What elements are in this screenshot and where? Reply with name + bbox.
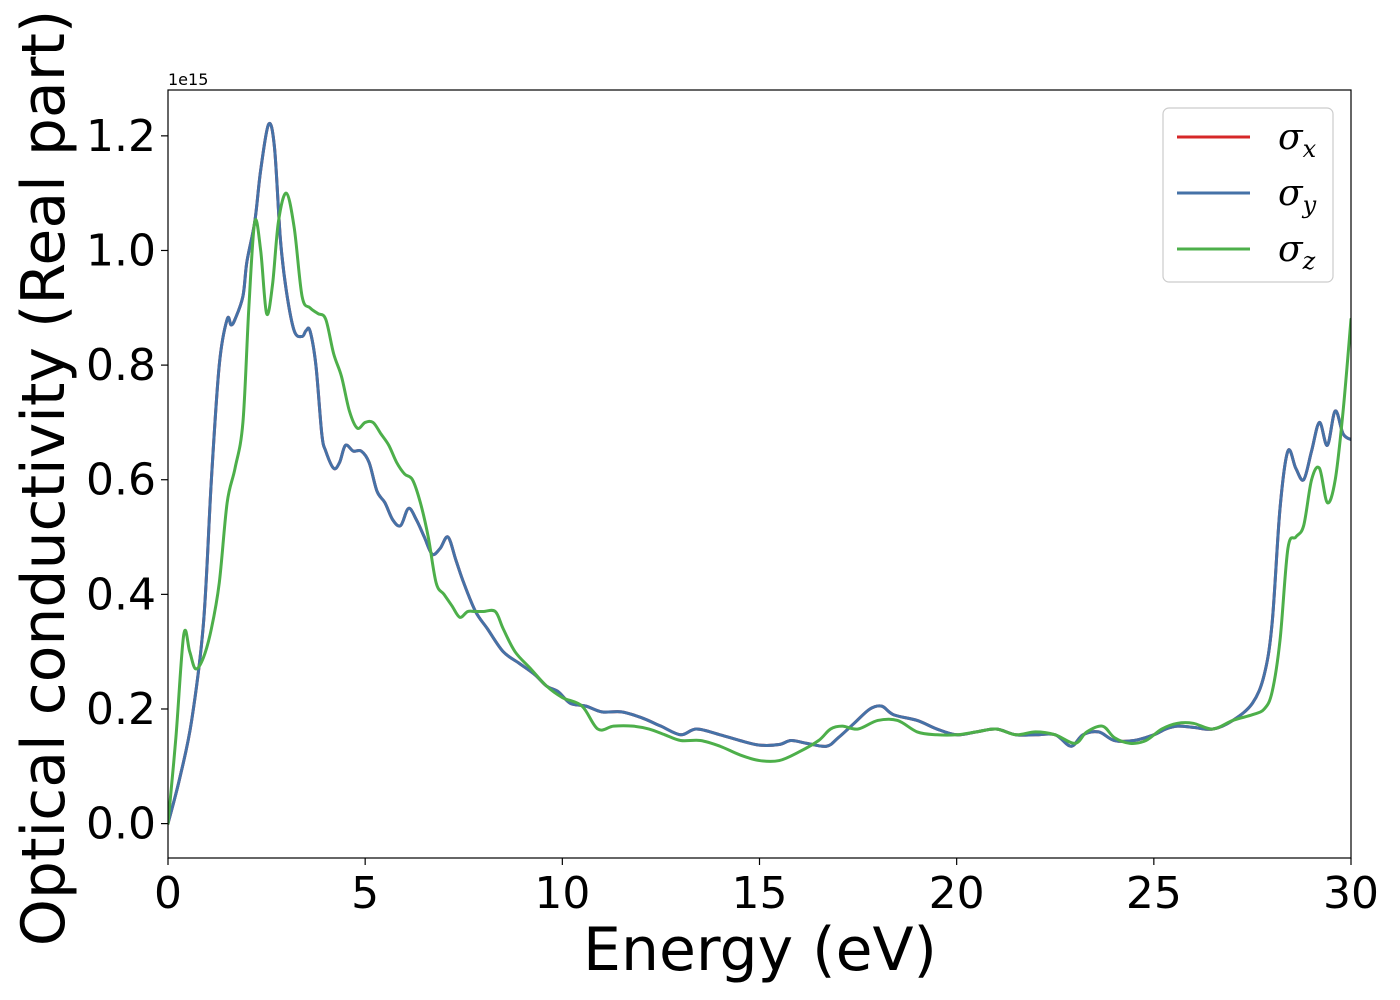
x-tick-label: 30 (1323, 868, 1379, 919)
x-tick-label: 0 (154, 868, 182, 919)
y-tick-label: 0.8 (86, 340, 156, 391)
x-tick-label: 5 (351, 868, 379, 919)
y-offset-label: 1e15 (168, 70, 208, 89)
y-tick-label: 1.2 (86, 111, 156, 162)
x-tick-label: 10 (534, 868, 590, 919)
x-tick-label: 25 (1126, 868, 1182, 919)
y-tick-label: 0.0 (86, 799, 156, 850)
legend-items: σx σy σz (1177, 117, 1317, 275)
series-layer (168, 121, 1351, 826)
x-axis: 0 5 10 15 20 25 30 (154, 858, 1379, 919)
y-axis: 0.0 0.2 0.4 0.6 0.8 1.0 1.2 (86, 111, 168, 850)
x-tick-label: 20 (929, 868, 985, 919)
x-axis-label: Energy (eV) (583, 915, 937, 985)
legend-box (1162, 107, 1334, 283)
x-tick-label: 15 (732, 868, 788, 919)
series-line-z (168, 191, 1351, 826)
legend-label-x: σx (1278, 117, 1317, 163)
legend-label-y: σy (1278, 173, 1317, 219)
y-tick-label: 1.0 (86, 225, 156, 276)
y-axis-label: Optical conductivity (Real part) (9, 10, 79, 947)
y-tick-label: 0.4 (86, 569, 156, 620)
legend: σx σy σz (1162, 107, 1334, 283)
y-tick-label: 0.2 (86, 684, 156, 735)
y-tick-label: 0.6 (86, 455, 156, 506)
legend-label-z: σz (1278, 229, 1316, 275)
